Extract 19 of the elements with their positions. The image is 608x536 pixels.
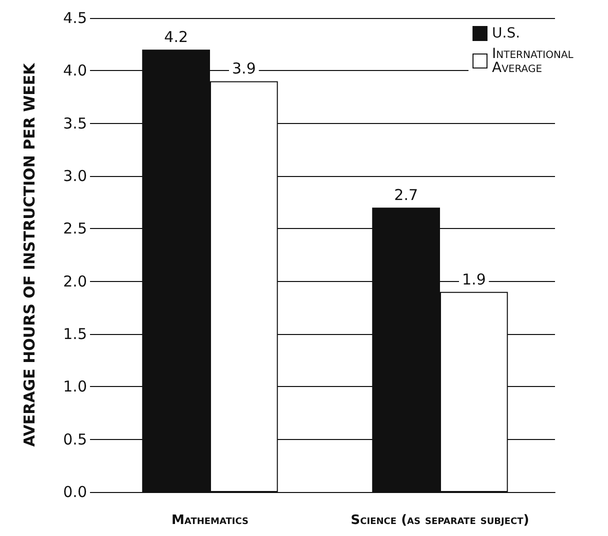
y-tick-label: 0.0 xyxy=(63,483,87,501)
data-label: 4.2 xyxy=(164,28,188,46)
legend-label: International Average xyxy=(492,46,578,76)
data-label: 1.9 xyxy=(462,270,486,288)
x-tick-label: Science (as separate subject) xyxy=(350,513,530,528)
y-tick-label: 0.5 xyxy=(63,430,87,448)
y-tick-label: 3.5 xyxy=(63,114,87,132)
y-tick-label: 2.0 xyxy=(63,272,87,290)
legend-label: U.S. xyxy=(492,26,520,42)
y-tick-label: 1.5 xyxy=(63,325,87,343)
y-axis-title: AVERAGE HOURS OF INSTRUCTION PER WEEK xyxy=(20,62,38,447)
data-label: 2.7 xyxy=(394,186,418,204)
y-tick-label: 3.0 xyxy=(63,167,87,185)
y-tick-label: 4.0 xyxy=(63,62,87,80)
x-tick-label: Mathematics xyxy=(172,513,248,528)
data-label: 3.9 xyxy=(232,60,256,78)
y-tick-label: 2.5 xyxy=(63,220,87,238)
y-tick-label: 1.0 xyxy=(63,378,87,396)
y-tick-label: 4.5 xyxy=(63,9,87,27)
